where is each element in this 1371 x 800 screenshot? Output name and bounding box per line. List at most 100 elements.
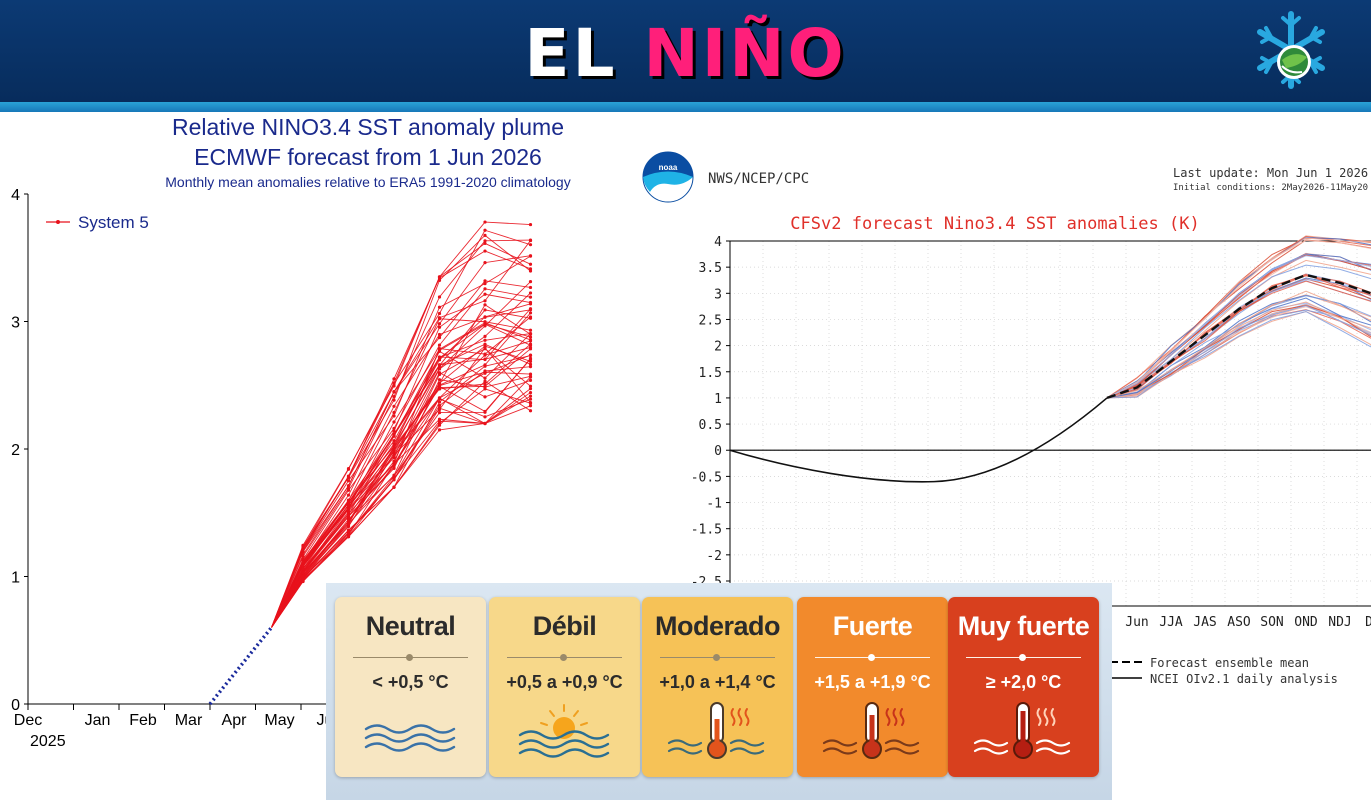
ecmwf-member-point xyxy=(392,395,396,399)
ecmwf-member-point xyxy=(437,421,442,425)
ecmwf-member-point xyxy=(437,295,442,299)
category-card-moderado: Moderado +1,0 a +1,4 °C xyxy=(642,597,793,777)
ecmwf-member-point xyxy=(346,524,351,529)
ecmwf-title-line2: ECMWF forecast from 1 Jun 2026 xyxy=(194,144,542,170)
ecmwf-member-point xyxy=(528,307,533,311)
ecmwf-member-point xyxy=(392,377,396,381)
ecmwf-member-point xyxy=(346,474,351,478)
ecmwf-subtitle: Monthly mean anomalies relative to ERA5 … xyxy=(165,174,570,190)
ecmwf-member-point xyxy=(528,387,533,391)
ecmwf-member-point xyxy=(392,414,396,418)
ecmwf-member-point xyxy=(483,384,487,388)
ecmwf-member-point xyxy=(528,342,533,346)
cfs-x-tick-label: NDJ xyxy=(1328,615,1351,630)
ecmwf-member-point xyxy=(528,404,533,408)
category-divider-dot xyxy=(406,654,413,661)
ecmwf-member-point xyxy=(528,311,533,315)
ecmwf-member-point xyxy=(483,379,487,383)
category-divider-dot xyxy=(713,654,720,661)
ecmwf-x-tick-label: Dec xyxy=(14,712,42,729)
sun-over-waves-icon xyxy=(518,704,610,758)
cfs-x-tick-label: JJA xyxy=(1159,615,1183,630)
cfs-member-line xyxy=(1106,290,1371,399)
cfs-last-update: Last update: Mon Jun 1 2026 xyxy=(1173,166,1368,180)
ecmwf-member-point xyxy=(528,390,533,395)
ecmwf-member-point xyxy=(437,384,442,388)
ecmwf-member-point xyxy=(392,466,396,470)
ecmwf-member-point xyxy=(528,375,533,379)
category-range: < +0,5 °C xyxy=(372,672,449,692)
ecmwf-member-point xyxy=(437,347,442,351)
cfs-member-line xyxy=(1106,301,1371,399)
ecmwf-member-point xyxy=(528,316,533,320)
ecmwf-member-point xyxy=(528,300,533,305)
ecmwf-member-point xyxy=(437,363,442,367)
ecmwf-member-point xyxy=(392,404,396,408)
ecmwf-member-point xyxy=(483,357,487,362)
ecmwf-y-tick-label: 3 xyxy=(11,315,20,332)
cfs-y-tick-label: 0.5 xyxy=(699,418,722,433)
ecmwf-member-point xyxy=(528,222,533,227)
ecmwf-member-point xyxy=(437,410,442,415)
cfs-y-tick-label: -1.5 xyxy=(691,523,722,538)
ecmwf-member-point xyxy=(392,432,396,437)
cfs-x-tick-label: JAS xyxy=(1193,615,1216,630)
ecmwf-member-point xyxy=(392,454,396,458)
ecmwf-member-point xyxy=(437,335,442,340)
ecmwf-x-tick-label: May xyxy=(264,712,294,729)
ecmwf-member-point xyxy=(528,401,533,405)
ecmwf-member-point xyxy=(346,479,351,483)
ecmwf-member-point xyxy=(346,510,351,514)
cfs-legend-mean-label: Forecast ensemble mean xyxy=(1150,656,1309,670)
snowflake-globe-icon xyxy=(1257,11,1325,89)
ecmwf-member-point xyxy=(483,233,487,237)
ecmwf-member-point xyxy=(301,544,305,549)
cfs-x-tick-label: OND xyxy=(1294,615,1318,630)
ecmwf-member-point xyxy=(483,249,487,253)
cfs-y-tick-label: -1 xyxy=(706,497,722,512)
ecmwf-member-point xyxy=(483,376,487,380)
cfs-y-tick-label: -0.5 xyxy=(691,470,722,485)
cfs-y-tick-label: 3.5 xyxy=(699,261,722,276)
page-title: EL NIÑO xyxy=(0,14,1371,94)
ecmwf-member-point xyxy=(483,292,487,296)
noaa-logo-icon: noaa xyxy=(642,151,694,203)
ecmwf-member-point xyxy=(301,577,305,581)
thermometer-waves-icon xyxy=(822,702,920,759)
cfs-legend-obs-label: NCEI OIv2.1 daily analysis xyxy=(1150,672,1338,686)
ecmwf-x-tick-label: Apr xyxy=(222,712,248,729)
cfs-member-line xyxy=(1106,237,1371,399)
cfs-member-line xyxy=(1106,311,1371,399)
cfs-y-tick-label: 3 xyxy=(714,287,722,302)
ecmwf-member-point xyxy=(483,415,487,419)
title-banner xyxy=(0,0,1371,102)
ecmwf-member-point xyxy=(528,254,533,258)
ecmwf-member-point xyxy=(392,382,396,386)
ecmwf-member-point xyxy=(392,448,396,452)
cfs-observed-line xyxy=(729,397,1108,483)
ecmwf-member-point xyxy=(437,355,442,359)
ecmwf-member-point xyxy=(437,311,442,316)
ecmwf-member-point xyxy=(528,409,533,413)
ecmwf-member-point xyxy=(437,366,442,371)
ecmwf-member-point xyxy=(392,390,396,394)
cfs-ensemble-mean-line xyxy=(1106,273,1371,400)
title-word-nino: NIÑO xyxy=(643,15,847,92)
ecmwf-member-point xyxy=(346,507,351,511)
cfs-member-line xyxy=(1106,305,1371,399)
thermometer-waves-icon xyxy=(667,702,765,759)
ecmwf-member-point xyxy=(483,303,487,307)
ecmwf-member-point xyxy=(346,514,351,518)
ecmwf-member-point xyxy=(483,282,487,286)
ecmwf-member-point xyxy=(437,325,442,329)
category-card-debil: Débil +0,5 a +0,9 °C xyxy=(489,597,640,777)
cfs-member-line xyxy=(1106,236,1371,399)
ecmwf-x-tick-label: Jan xyxy=(85,712,111,729)
ecmwf-member-point xyxy=(437,428,442,432)
ecmwf-member-point xyxy=(346,534,351,539)
svg-text:noaa: noaa xyxy=(659,163,678,172)
ecmwf-member-point xyxy=(483,324,487,328)
ecmwf-member-point xyxy=(483,353,487,357)
ecmwf-member-point xyxy=(392,444,396,448)
